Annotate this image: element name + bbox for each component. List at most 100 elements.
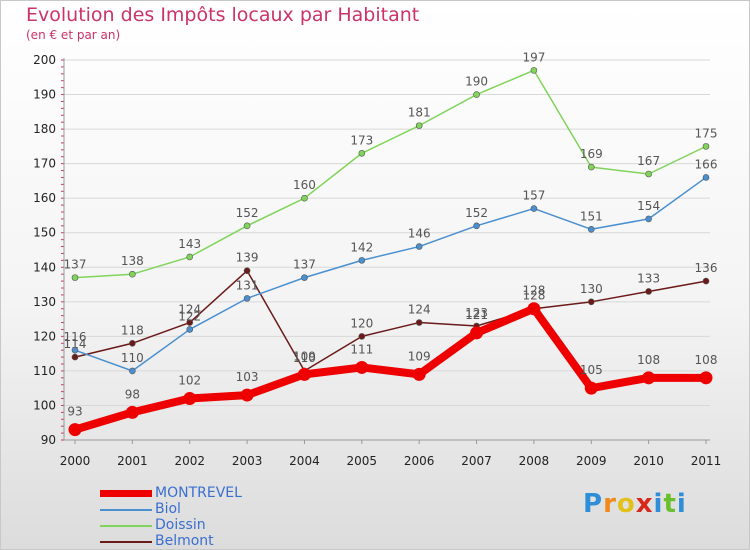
y-tick-label: 100 [33,398,56,412]
data-point [530,67,538,74]
x-tick-label: 2007 [461,454,492,468]
y-tick-label: 150 [33,226,56,240]
data-point [71,353,79,361]
data-label: 137 [64,258,87,272]
data-point [702,277,710,285]
data-label: 130 [580,282,603,296]
data-point [587,298,595,306]
legend-swatch-belmont [100,541,152,543]
data-label: 109 [408,349,431,363]
data-label: 121 [465,308,488,322]
data-label: 175 [695,126,718,140]
x-tick-label: 2006 [404,454,435,468]
x-tick-label: 2009 [576,454,607,468]
data-label: 122 [178,309,201,323]
y-tick-label: 180 [33,122,56,136]
data-point [243,267,251,275]
x-tick-label: 2000 [60,454,91,468]
x-tick-label: 2001 [117,454,148,468]
data-point [355,360,369,374]
y-tick-label: 110 [33,364,56,378]
data-label: 190 [465,75,488,89]
y-tick-label: 170 [33,157,56,171]
proxiti-logo: Proxiti [583,489,687,519]
data-point [358,333,366,340]
x-tick-label: 2003 [232,454,263,468]
data-point [68,423,82,437]
data-label: 138 [121,254,144,268]
data-label: 157 [522,189,545,203]
x-tick-label: 2002 [174,454,205,468]
data-label: 124 [178,303,201,317]
data-label: 167 [637,154,660,168]
y-tick-label: 140 [33,260,56,274]
legend-swatch-biol [100,509,152,511]
logo-letter: o [616,489,636,519]
data-point [243,222,251,230]
data-point [473,222,480,230]
series-line-doissin [74,69,707,279]
data-point [527,302,541,316]
legend-label-montrevel: MONTREVEL [155,485,242,501]
y-tick-label: 200 [33,53,56,67]
data-point [702,174,710,181]
data-point [183,392,197,406]
data-label: 128 [522,284,545,298]
data-point [412,367,426,381]
legend-swatch-doissin [100,525,152,527]
data-point [129,339,136,347]
data-label: 137 [293,258,316,272]
data-label: 93 [67,405,82,419]
data-label: 109 [293,349,316,363]
data-label: 146 [408,227,431,241]
data-label: 105 [580,363,603,377]
legend-label-belmont: Belmont [155,533,214,549]
series-line-montrevel [71,304,710,434]
data-label: 110 [293,351,316,365]
data-label: 154 [637,199,660,213]
logo-letter: i [676,489,687,519]
data-label: 123 [465,306,488,320]
data-label: 169 [580,147,603,161]
logo-letter: i [653,489,664,519]
data-point [587,225,595,233]
data-label: 102 [178,374,201,388]
logo-letter: x [635,489,654,519]
y-tick-label: 190 [33,88,56,102]
data-label: 108 [637,353,660,367]
y-tick-label: 130 [33,295,56,309]
data-point [240,388,254,402]
data-label: 124 [408,303,431,317]
data-label: 133 [637,271,660,285]
data-point [301,194,308,202]
x-tick-label: 2010 [633,454,664,468]
logo-letter: r [603,489,617,519]
data-point [702,143,710,150]
data-point [473,91,480,98]
data-label: 139 [236,251,259,265]
x-tick-label: 2008 [519,454,550,468]
data-label: 120 [350,316,373,330]
data-point [125,405,139,419]
data-point [699,371,713,385]
data-point [71,346,79,354]
data-label: 136 [695,261,718,275]
data-label: 108 [695,353,718,367]
chart-subtitle: (en € et par an) [26,28,121,42]
logo-letter: P [583,489,604,519]
data-point [645,215,652,223]
x-tick-label: 2011 [691,454,722,468]
data-label: 114 [64,337,87,351]
x-tick-label: 2005 [347,454,378,468]
data-label: 142 [350,240,373,254]
data-point [71,274,79,281]
data-label: 103 [236,370,259,384]
data-label: 111 [350,342,373,356]
data-point [186,326,194,333]
data-label: 181 [408,106,431,120]
y-tick-label: 90 [41,433,56,447]
data-point [243,295,251,302]
data-label: 98 [125,387,140,401]
data-point [415,243,423,250]
